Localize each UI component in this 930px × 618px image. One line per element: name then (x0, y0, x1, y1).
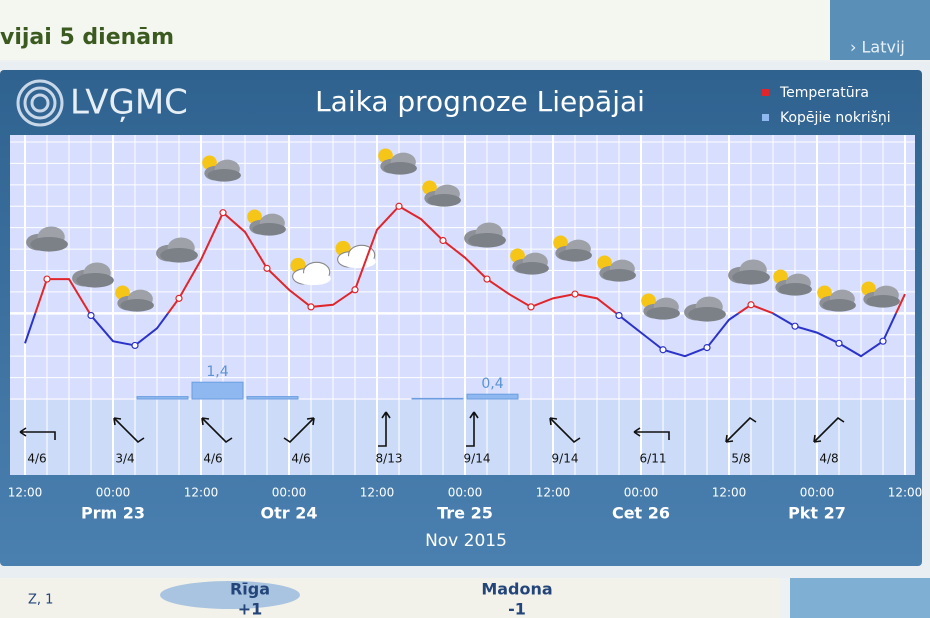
wind-label: 4/8 (819, 452, 838, 466)
x-tick-label: 00:00 (272, 486, 307, 500)
temperature-point (87, 311, 95, 320)
temperature-point (879, 337, 887, 345)
logo (16, 79, 64, 127)
temperature-point (307, 303, 315, 311)
wind-label: 3/4 (115, 452, 134, 466)
temperature-point (527, 303, 535, 311)
precip-bar (136, 396, 189, 400)
chart-title: Laika prognoze Liepājai (315, 85, 645, 118)
side-tab[interactable] (830, 0, 930, 60)
x-axis-title: Nov 2015 (425, 531, 507, 551)
temperature-point (219, 209, 227, 217)
temperature-point (835, 339, 843, 347)
wind-label: 9/14 (552, 452, 579, 466)
temperature-point (703, 344, 711, 352)
legend-swatch (762, 89, 769, 96)
side-tab-label[interactable]: › Latvij (850, 38, 905, 57)
wind-label: 9/14 (464, 452, 491, 466)
map-temp: +1 (238, 600, 263, 618)
legend-label: Temperatūra (779, 85, 869, 101)
wind-label: 8/13 (376, 452, 403, 466)
temperature-point (747, 301, 755, 309)
wind-label: 6/11 (640, 452, 667, 466)
precip-bar (411, 397, 464, 400)
page-header (0, 0, 930, 60)
temperature-point (615, 311, 623, 320)
x-tick-label: 00:00 (96, 486, 131, 500)
page-heading: vijai 5 dienām (0, 25, 174, 50)
temperature (24, 202, 906, 358)
temperature-line (34, 204, 906, 314)
x-tick-label: 12:00 (536, 486, 571, 500)
day-label: Pkt 27 (788, 504, 846, 523)
x-tick-label: 12:00 (184, 486, 219, 500)
precip-label: 1,4 (206, 364, 228, 380)
temperature-point (131, 341, 139, 350)
map-label: Z, 1 (28, 593, 53, 608)
wind-area (10, 400, 915, 475)
wind-label: 5/8 (731, 452, 750, 466)
day-label: Cet 26 (612, 504, 670, 523)
day-label: Otr 24 (261, 504, 318, 523)
x-tick-label: 00:00 (624, 486, 659, 500)
x-tick-label: 00:00 (800, 486, 835, 500)
legend-swatch (762, 114, 769, 121)
wind-label: 4/6 (27, 452, 46, 466)
wind-label: 4/6 (203, 452, 222, 466)
temperature-point (43, 275, 51, 283)
temperature-point (659, 346, 667, 354)
legend-label: Kopējie nokrišņi (780, 110, 891, 126)
legend: Temperatūra Kopējie nokrišņi (762, 85, 891, 126)
precip-label: 0,4 (481, 376, 503, 392)
map-lake (160, 581, 300, 609)
temperature-point (791, 322, 799, 330)
temperature-point (351, 286, 359, 294)
map-city: Madona (481, 580, 552, 599)
temperature-point (395, 202, 403, 210)
temperature-point (175, 294, 183, 302)
side-box (790, 575, 930, 618)
precip-bar (466, 393, 519, 400)
x-tick-label: 12:00 (712, 486, 747, 500)
wind-label: 4/6 (291, 452, 310, 466)
wind-arrows (19, 411, 845, 447)
day-label: Prm 23 (81, 504, 145, 523)
x-axis: 12:00 00:00 12:00 00:00 12:00 00:00 12:00 00:00… (8, 486, 923, 523)
day-label: Tre 25 (437, 504, 493, 523)
x-tick-label: 12:00 (888, 486, 923, 500)
map-city: Rīga (230, 580, 270, 599)
precip-bar (191, 381, 244, 400)
precip-bar (246, 396, 299, 400)
map-temp: -1 (508, 600, 526, 618)
map-strip (0, 575, 780, 618)
temperature-point (263, 264, 271, 272)
temperature-point (439, 236, 447, 245)
temperature-point (571, 290, 579, 298)
x-tick-label: 12:00 (8, 486, 43, 500)
logo-text: LVĢMC (70, 83, 188, 123)
x-tick-label: 12:00 (360, 486, 395, 500)
temperature-point (483, 275, 491, 283)
x-tick-label: 00:00 (448, 486, 483, 500)
wind-labels: 4/6 3/4 4/6 4/6 8/13 9/14 9/14 6/11 5/8 4/8 (27, 452, 838, 466)
precipitation: 1,4 0,4 (136, 364, 519, 400)
